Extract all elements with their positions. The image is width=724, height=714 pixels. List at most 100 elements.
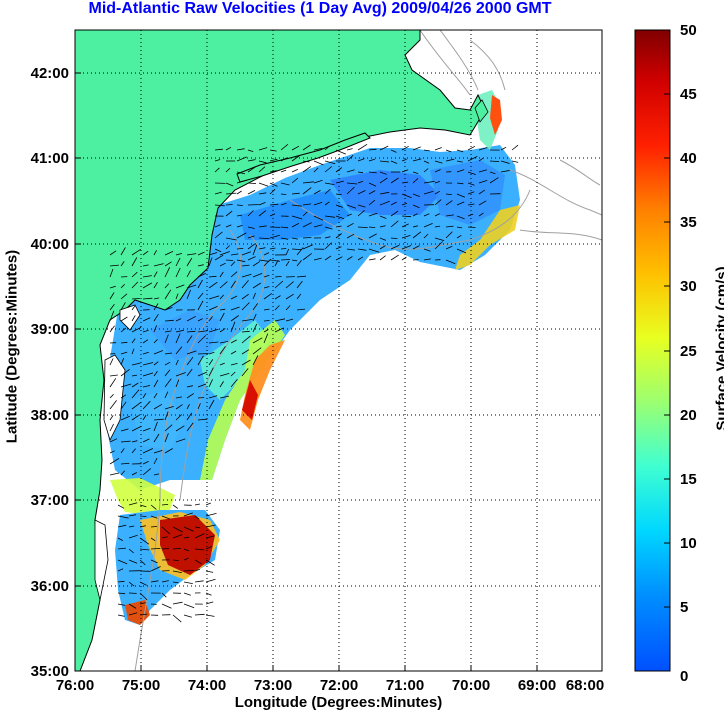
velocity-vector — [291, 223, 300, 228]
velocity-vector — [175, 346, 183, 355]
velocity-vector — [175, 396, 183, 399]
velocity-vector — [258, 202, 266, 206]
velocity-vector — [357, 248, 367, 251]
velocity-vector — [128, 581, 135, 587]
velocity-vector — [434, 190, 441, 195]
velocity-vector — [150, 580, 159, 583]
velocity-vector — [183, 548, 190, 552]
velocity-vector — [120, 327, 127, 333]
velocity-vector — [230, 350, 237, 355]
velocity-vector — [131, 448, 136, 454]
velocity-vector — [120, 351, 128, 355]
velocity-vector — [197, 353, 209, 355]
velocity-vector — [120, 401, 127, 410]
velocity-vector — [269, 234, 280, 239]
velocity-vector — [117, 559, 128, 565]
x-tick-label: 69:00 — [518, 677, 556, 694]
chart-title: Mid-Atlantic Raw Velocities (1 Day Avg) … — [88, 0, 552, 17]
velocity-vector — [164, 330, 172, 333]
velocity-vector — [219, 262, 226, 267]
velocity-vector — [263, 320, 270, 322]
x-axis-label: Longitude (Degrees:Minutes) — [234, 694, 443, 711]
velocity-vector — [205, 513, 217, 517]
velocity-vector — [285, 293, 294, 300]
velocity-vector — [357, 158, 365, 162]
velocity-vector — [241, 293, 249, 300]
velocity-vector — [219, 373, 230, 377]
y-axis-label: Latitude (Degrees:Minutes) — [3, 249, 21, 444]
velocity-vector — [142, 372, 154, 377]
velocity-vector — [302, 187, 312, 195]
velocity-vector — [142, 400, 151, 410]
velocity-vector — [109, 415, 114, 421]
colorbar-tick-label: 35 — [680, 214, 697, 231]
velocity-vector — [252, 303, 259, 311]
velocity-vector — [236, 248, 244, 250]
velocity-vector — [109, 438, 118, 443]
velocity-vector — [434, 225, 441, 228]
velocity-vector — [117, 592, 126, 595]
velocity-vector — [161, 515, 171, 520]
velocity-vector — [434, 241, 443, 250]
velocity-vector — [219, 312, 225, 322]
velocity-vector — [131, 425, 142, 432]
velocity-vector — [142, 275, 152, 278]
velocity-vector — [153, 371, 158, 377]
velocity-vector — [208, 275, 217, 278]
velocity-vector — [368, 248, 380, 253]
velocity-vector — [219, 381, 224, 388]
velocity-vector — [346, 233, 355, 239]
velocity-vector — [225, 204, 233, 206]
velocity-vector — [346, 256, 353, 261]
velocity-vector — [161, 603, 172, 609]
velocity-vector — [241, 273, 252, 278]
velocity-vector — [434, 169, 441, 173]
velocity-vector — [219, 346, 226, 355]
colorbar-tick-label: 5 — [680, 599, 688, 616]
velocity-vector — [357, 180, 364, 184]
velocity-vector — [313, 148, 323, 151]
velocity-vector — [205, 535, 215, 539]
velocity-vector — [434, 213, 440, 217]
velocity-vector — [109, 450, 115, 454]
velocity-vector — [205, 578, 216, 583]
velocity-vector — [142, 250, 149, 256]
velocity-vector — [183, 526, 194, 532]
velocity-vector — [219, 251, 230, 256]
velocity-vector — [183, 570, 195, 572]
velocity-vector — [357, 171, 364, 174]
velocity-vector — [225, 192, 237, 195]
x-tick-label: 72:00 — [320, 677, 358, 694]
velocity-vector — [412, 146, 421, 151]
velocity-vector — [109, 358, 114, 366]
velocity-vector — [489, 160, 500, 162]
velocity-vector — [153, 450, 163, 454]
velocity-vector — [225, 224, 232, 228]
velocity-vector — [379, 225, 386, 228]
velocity-vector — [175, 425, 185, 432]
y-tick-label: 37:00 — [31, 492, 69, 509]
velocity-vector — [153, 473, 160, 476]
velocity-vector — [401, 215, 412, 218]
velocity-vector — [172, 534, 183, 539]
velocity-vector — [164, 289, 172, 300]
velocity-vector — [263, 333, 269, 344]
velocity-vector — [241, 330, 250, 333]
velocity-vector — [280, 157, 287, 162]
velocity-vector — [214, 159, 221, 162]
velocity-vector — [225, 146, 232, 151]
velocity-vector — [467, 182, 475, 186]
velocity-vector — [175, 404, 183, 410]
velocity-vector — [379, 245, 386, 250]
velocity-vector — [175, 257, 181, 267]
velocity-vector — [197, 279, 203, 289]
velocity-vector — [412, 171, 419, 174]
velocity-vector — [230, 271, 238, 278]
velocity-vector — [197, 292, 204, 300]
velocity-vector — [186, 270, 191, 278]
velocity-vector — [205, 570, 214, 573]
velocity-vector — [183, 512, 193, 517]
velocity-vector — [379, 171, 387, 175]
velocity-vector — [225, 259, 234, 261]
